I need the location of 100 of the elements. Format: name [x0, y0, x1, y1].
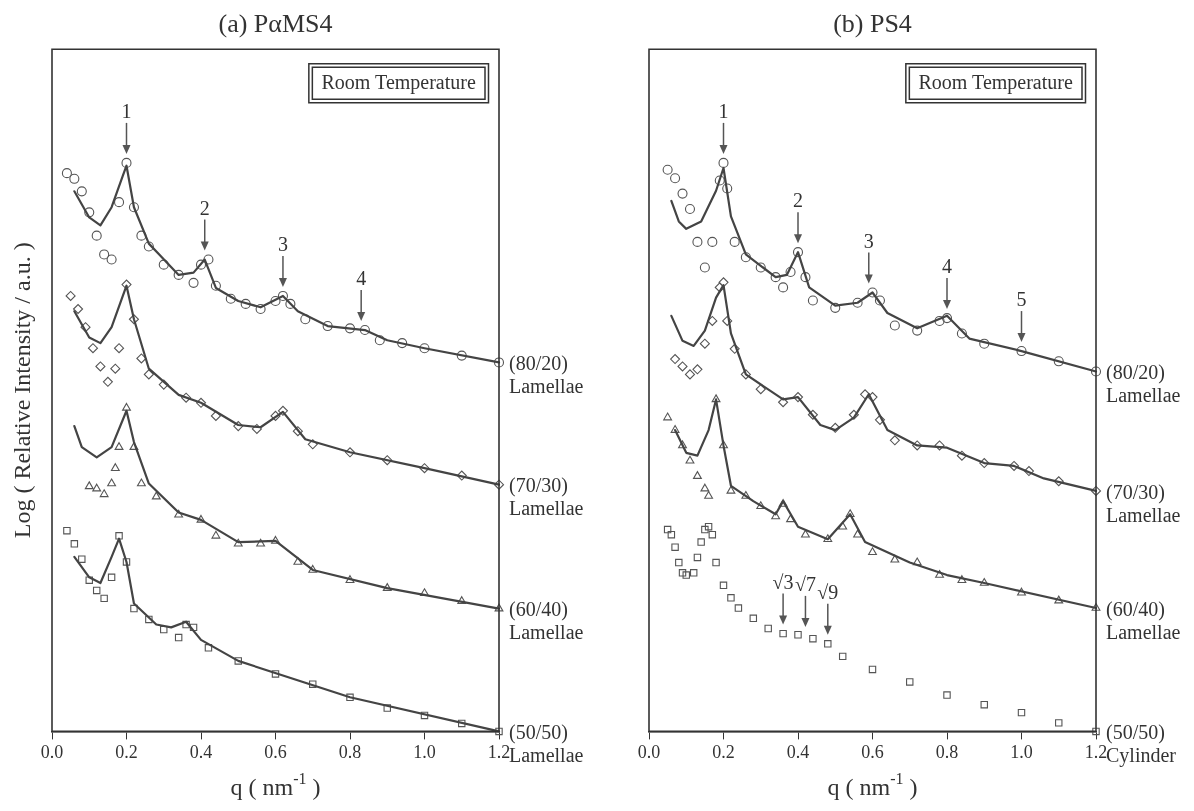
point [771, 511, 781, 520]
point [755, 384, 766, 395]
point [92, 586, 101, 595]
point [779, 629, 787, 638]
point [670, 173, 681, 184]
point [764, 624, 772, 633]
series-label: (80/20) Lamellae [1106, 361, 1181, 407]
point [718, 157, 729, 168]
point [1053, 356, 1064, 367]
point [823, 534, 833, 543]
point [684, 369, 696, 380]
point [195, 397, 207, 408]
point [107, 573, 116, 582]
x-tick-label: 1.0 [413, 741, 436, 762]
annotation: 3 [277, 232, 288, 255]
series-label: (50/50) Cylinder [1106, 721, 1177, 768]
point [979, 458, 990, 469]
series-label: (60/40) Lamellae [509, 598, 584, 644]
point [203, 254, 214, 265]
point [778, 498, 788, 507]
point [934, 315, 945, 326]
point [128, 202, 139, 213]
point [670, 353, 681, 365]
point [912, 440, 923, 451]
point [943, 691, 951, 699]
x-tick-label: 1.2 [487, 741, 511, 762]
point [700, 483, 710, 492]
point [729, 343, 740, 354]
point [671, 543, 679, 551]
point [420, 588, 429, 597]
point [707, 236, 718, 247]
series-label: (50/50) Lamellae [509, 721, 584, 767]
point [136, 478, 146, 487]
point [114, 197, 125, 208]
point [158, 259, 169, 270]
point [110, 363, 121, 374]
point [711, 394, 721, 403]
point [845, 509, 855, 518]
annotation: 4 [356, 267, 367, 290]
point [344, 323, 356, 334]
point [95, 361, 106, 372]
point [704, 523, 713, 531]
point [210, 410, 221, 421]
point [78, 555, 86, 563]
point [979, 577, 989, 586]
text: Room Temperature [918, 71, 1073, 95]
point [188, 277, 199, 288]
annotation: √7 [794, 572, 816, 595]
series-label: (80/20) Lamellae [509, 352, 584, 398]
point [770, 272, 781, 283]
annotation: 1 [121, 99, 132, 122]
point [271, 670, 280, 678]
point [874, 295, 885, 306]
point [889, 320, 900, 331]
annotation: 1 [718, 99, 729, 122]
point [912, 557, 922, 566]
annotation: 3 [863, 229, 874, 252]
point [114, 442, 124, 450]
point [800, 272, 811, 283]
point [692, 364, 703, 375]
x-tick-label: 0.0 [637, 741, 661, 762]
point [727, 594, 735, 602]
point [346, 693, 354, 702]
point [80, 322, 91, 333]
point [493, 357, 505, 368]
point [240, 298, 251, 309]
point [270, 296, 281, 307]
point [729, 236, 740, 247]
point [225, 293, 236, 304]
point [173, 269, 184, 280]
point [300, 314, 311, 325]
point [122, 558, 131, 566]
point [824, 640, 832, 648]
annotation: 2 [199, 196, 210, 219]
point [87, 343, 99, 354]
point [697, 538, 705, 546]
point [456, 470, 467, 481]
point [383, 704, 391, 712]
chart-title: (a) PαMS4 [218, 9, 333, 39]
point [114, 343, 125, 354]
point [689, 569, 698, 577]
point [251, 423, 262, 435]
point [1092, 727, 1100, 736]
point [106, 254, 117, 265]
point [271, 535, 280, 544]
point [956, 450, 967, 461]
point [1055, 719, 1063, 727]
point [130, 604, 138, 613]
point [701, 525, 709, 534]
point [344, 447, 356, 458]
point [718, 277, 729, 288]
point [382, 583, 392, 591]
annotation: 4 [942, 255, 952, 278]
point [693, 553, 702, 562]
point [145, 615, 153, 624]
point [956, 328, 967, 339]
point [722, 183, 733, 194]
point [684, 203, 696, 214]
point [359, 324, 370, 336]
point [890, 554, 900, 563]
